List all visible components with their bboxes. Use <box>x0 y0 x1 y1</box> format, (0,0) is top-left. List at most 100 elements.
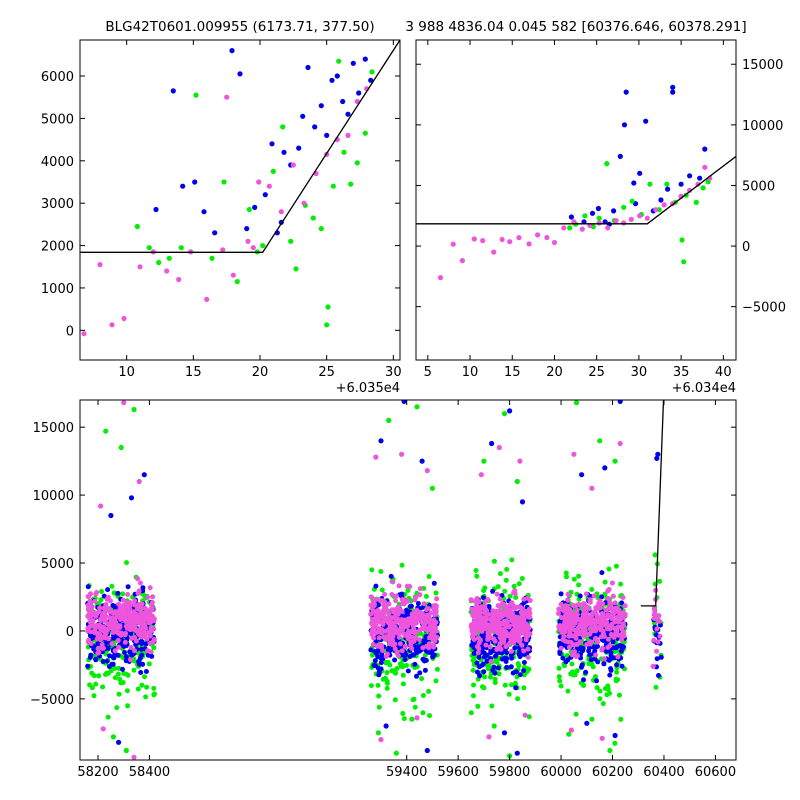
bottom-cloud-point <box>145 594 151 600</box>
top-right-data-point <box>664 181 670 187</box>
bottom-cloud-point <box>506 624 512 630</box>
bottom-data-point <box>650 663 656 669</box>
bottom-cloud-point <box>426 613 432 619</box>
top-left-data-point <box>109 322 115 328</box>
bottom-cloud-point <box>431 580 437 586</box>
bottom-cloud-point <box>401 716 407 722</box>
bottom-cloud-point <box>122 639 128 645</box>
bottom-cloud-point <box>492 670 498 676</box>
bottom-cloud-point <box>511 583 517 589</box>
top-left-data-point <box>170 88 176 94</box>
bottom-cloud-point <box>506 642 511 648</box>
top-right-data-point <box>544 234 550 241</box>
bottom-cloud-point <box>527 598 533 603</box>
top-left-data-point <box>262 192 268 198</box>
top-left-data-point <box>356 90 362 96</box>
bottom-cloud-point <box>588 657 594 663</box>
top-left-panel: 10 15 20 25 30 0 1000 2000 3000 4000 5000 6000 BLG42… <box>41 19 402 396</box>
top-left-data-point <box>281 149 287 155</box>
top-left-x-tick-label: 10 <box>118 365 135 380</box>
bottom-cloud-point <box>561 608 567 614</box>
bottom-cloud-point <box>471 640 477 646</box>
bottom-cloud-point <box>391 608 397 614</box>
bottom-cloud-point <box>619 600 625 606</box>
bottom-cloud-point <box>563 659 569 665</box>
bottom-cloud-point <box>587 652 593 658</box>
bottom-cloud-point <box>378 660 384 666</box>
bottom-cloud-point <box>387 662 393 668</box>
bottom-cloud-point <box>481 588 487 594</box>
bottom-cloud-point <box>136 607 142 612</box>
bottom-cloud-point <box>602 615 608 621</box>
bottom-cloud-point <box>582 606 588 612</box>
top-left-data-point <box>293 266 299 272</box>
bottom-cloud-point <box>474 660 480 666</box>
bottom-cloud-point <box>125 592 131 597</box>
bottom-cloud-point <box>111 655 117 661</box>
bottom-cloud-point <box>503 604 508 609</box>
bottom-cloud-point <box>599 647 605 653</box>
bottom-cloud-point <box>605 686 611 692</box>
top-left-data-point <box>134 223 140 230</box>
bottom-cloud-point <box>511 590 517 596</box>
bottom-cloud-point <box>559 615 564 621</box>
bottom-data-point <box>131 406 137 413</box>
bottom-cloud-point <box>488 648 494 654</box>
bottom-data-point <box>654 455 660 461</box>
bottom-cloud-point <box>369 606 375 612</box>
bottom-cloud-point <box>503 577 509 583</box>
bottom-cloud-point <box>431 652 437 658</box>
bottom-cloud-point <box>123 658 129 664</box>
bottom-cloud-point <box>115 652 121 658</box>
bottom-series-2 <box>98 400 659 760</box>
bottom-cloud-point <box>409 614 415 620</box>
bottom-cloud-point <box>415 601 421 606</box>
bottom-cloud-point <box>575 629 581 635</box>
bottom-cloud-point <box>125 584 131 590</box>
bottom-cloud-point <box>410 697 416 703</box>
top-left-data-point <box>300 113 306 119</box>
bottom-cloud-point <box>146 661 152 667</box>
top-right-data-point <box>611 208 617 214</box>
bottom-cloud-point <box>375 682 381 688</box>
top-left-data-point <box>318 103 324 109</box>
bottom-cloud-point <box>519 642 525 648</box>
top-right-data-point <box>535 232 541 238</box>
bottom-cloud-point <box>112 616 118 622</box>
bottom-cloud-point <box>509 601 515 607</box>
bottom-data-point <box>98 503 104 509</box>
bottom-cloud-point <box>123 630 128 636</box>
bottom-cloud-point <box>575 617 580 623</box>
bottom-cloud-point <box>618 716 624 722</box>
bottom-cloud-point <box>577 639 583 645</box>
bottom-cloud-point <box>502 608 508 614</box>
bottom-cloud-point <box>382 591 388 597</box>
bottom-cloud-point <box>558 601 564 607</box>
bottom-cloud-point <box>394 649 400 655</box>
bottom-cloud-point <box>371 621 377 627</box>
bottom-cloud-point <box>618 581 624 587</box>
top-left-data-point <box>220 247 226 253</box>
bottom-cloud-point <box>376 635 382 641</box>
bottom-cloud-point <box>143 641 149 647</box>
bottom-cloud-point <box>389 592 395 597</box>
bottom-cloud-point <box>421 638 426 644</box>
bottom-cloud-point <box>370 642 376 647</box>
bottom-cloud-point <box>115 671 121 677</box>
bottom-cloud-point <box>478 617 484 623</box>
bottom-cloud-point <box>406 628 412 634</box>
bottom-cloud-point <box>127 649 133 655</box>
bottom-cloud-point <box>420 645 426 651</box>
top-right-data-point <box>679 237 685 243</box>
bottom-data-point <box>612 458 618 464</box>
bottom-cloud-point <box>559 629 565 635</box>
bottom-cloud-point <box>405 587 411 593</box>
bottom-cloud-point <box>475 703 481 709</box>
top-left-data-point <box>229 48 235 54</box>
top-right-data-point <box>631 180 637 186</box>
bottom-cloud-point <box>371 627 377 633</box>
bottom-x-tick-label: 60200 <box>592 765 633 780</box>
bottom-data-point <box>507 408 513 414</box>
top-left-data-point <box>81 331 87 337</box>
bottom-cloud-point <box>583 632 589 637</box>
